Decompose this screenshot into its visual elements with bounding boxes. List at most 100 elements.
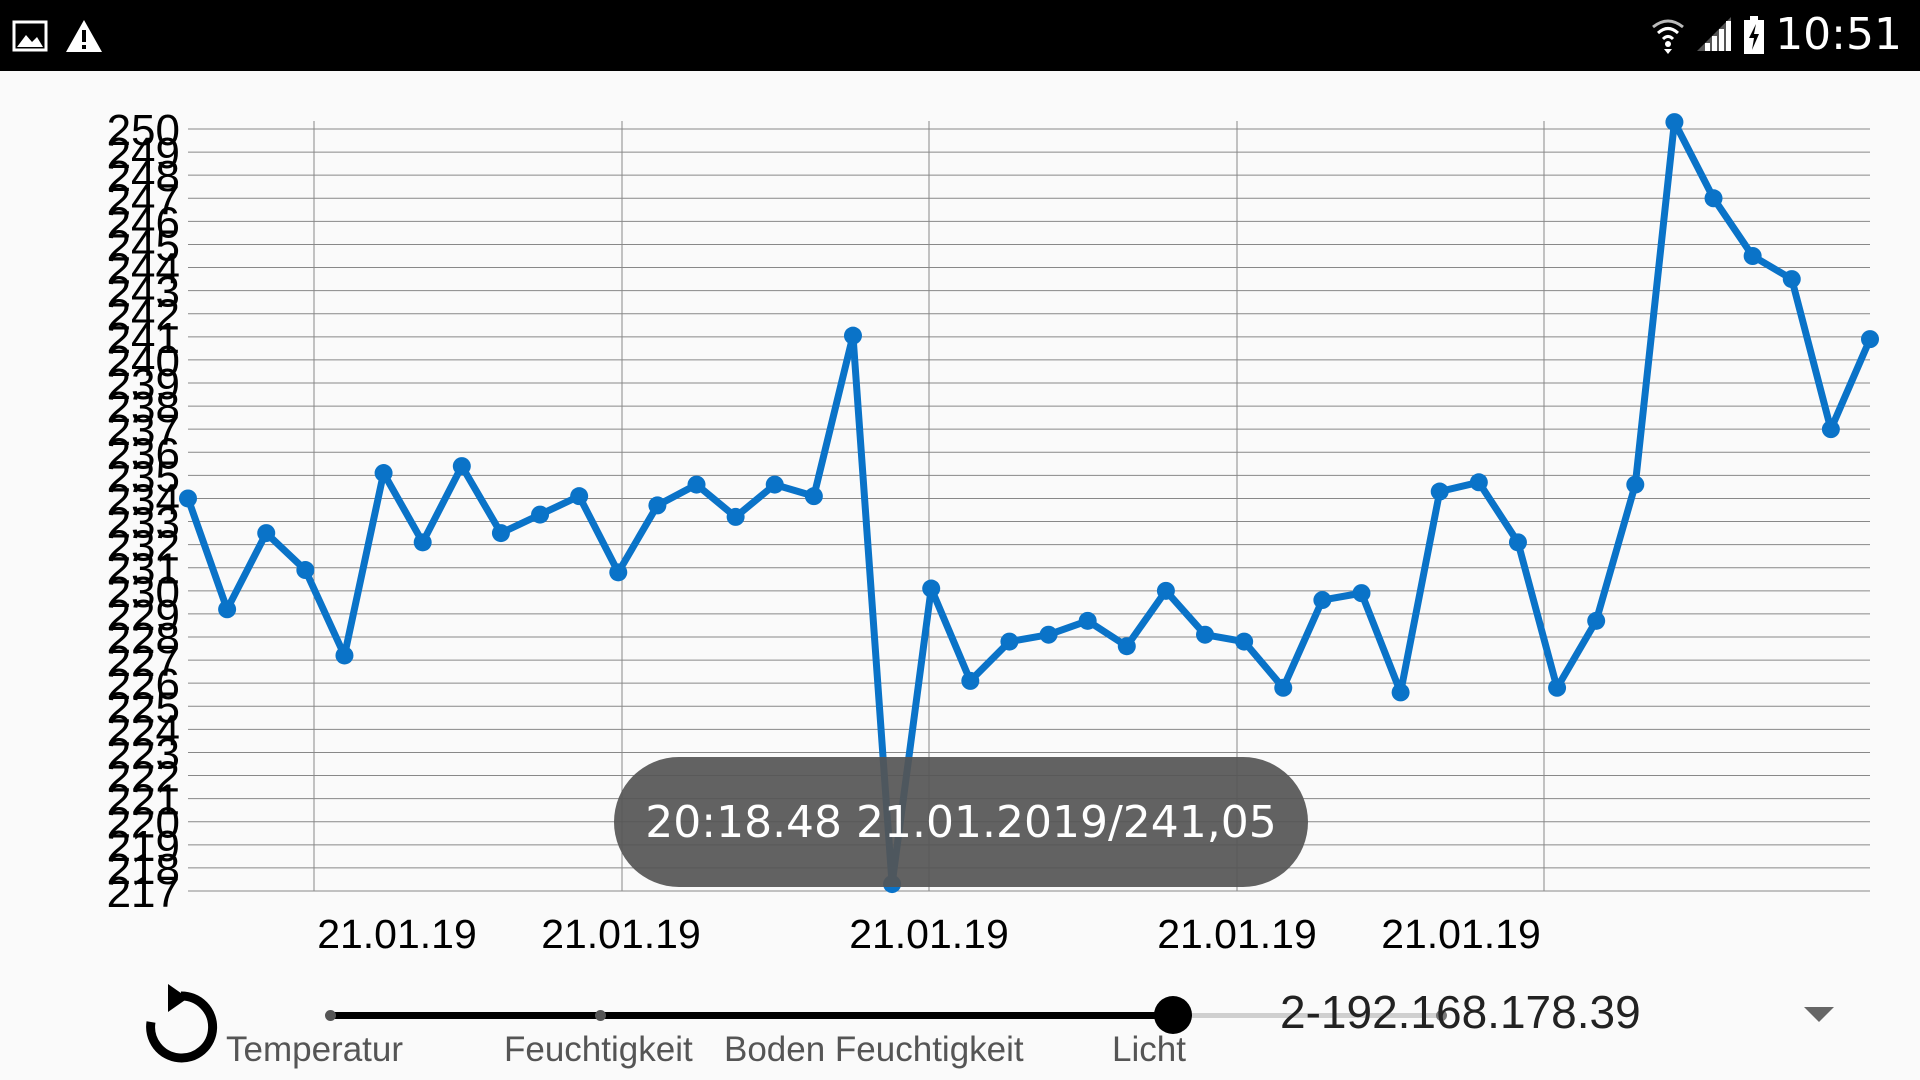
wifi-icon [1652, 19, 1685, 54]
data-point[interactable] [413, 533, 432, 552]
data-point[interactable] [765, 475, 784, 494]
data-point[interactable] [843, 326, 862, 345]
y-tick-label: 227 [107, 637, 180, 686]
data-point[interactable] [491, 524, 510, 543]
data-point[interactable] [296, 561, 315, 580]
dropdown-arrow-icon[interactable] [1804, 1007, 1834, 1022]
device-select-value: 2-192.168.178.39 [1280, 986, 1641, 1038]
slider-label-temperatur[interactable]: Temperatur [226, 1030, 404, 1069]
status-time: 10:51 [1775, 9, 1902, 60]
y-tick-label: 240 [107, 337, 180, 386]
y-tick-label: 245 [107, 221, 180, 270]
series-line [184, 118, 1874, 888]
y-tick-label: 228 [107, 614, 180, 663]
x-tick-label: 21.01.19 [849, 911, 1009, 957]
y-tick-label: 243 [107, 268, 180, 317]
data-point[interactable] [1156, 581, 1175, 600]
data-point[interactable] [1078, 611, 1097, 630]
y-tick-label: 237 [107, 406, 180, 455]
data-point[interactable] [1821, 420, 1840, 439]
data-point[interactable] [531, 505, 550, 524]
refresh-icon[interactable] [138, 984, 224, 1070]
data-point[interactable] [961, 671, 980, 690]
y-tick-label: 229 [107, 591, 180, 640]
data-point[interactable] [1039, 625, 1058, 644]
y-tick-label: 233 [107, 499, 180, 548]
data-point[interactable] [218, 600, 237, 619]
data-point[interactable] [609, 563, 628, 582]
y-tick-label: 248 [107, 152, 180, 201]
slider-track-active [330, 1012, 1172, 1019]
y-tick-label: 220 [107, 799, 180, 848]
y-tick-label: 226 [107, 660, 180, 709]
y-tick-label: 246 [107, 198, 180, 247]
slider-label-licht[interactable]: Licht [1112, 1030, 1186, 1069]
data-point[interactable] [1430, 482, 1449, 501]
sensor-slider[interactable]: Temperatur Feuchtigkeit Boden Feuchtigke… [226, 990, 1447, 1080]
x-tick-label: 21.01.19 [1381, 911, 1541, 957]
data-point[interactable] [1000, 632, 1019, 651]
line-chart[interactable]: 217 218 219 220 221 222 223 224 225 226 227 228 229 2… [0, 71, 1920, 971]
data-point[interactable] [1117, 637, 1136, 656]
data-point[interactable] [648, 496, 667, 515]
data-point[interactable] [452, 457, 471, 476]
data-point[interactable] [1626, 475, 1645, 494]
y-tick-label: 234 [107, 475, 180, 524]
y-tick-label: 232 [107, 522, 180, 571]
data-point[interactable] [1235, 632, 1254, 651]
data-point[interactable] [179, 489, 197, 508]
data-point[interactable] [1587, 611, 1606, 630]
data-point[interactable] [687, 475, 706, 494]
data-point[interactable] [374, 464, 393, 483]
y-tick-label: 247 [107, 175, 180, 224]
data-point[interactable] [335, 646, 354, 665]
data-point[interactable] [1704, 189, 1723, 208]
y-tick-label: 219 [107, 822, 180, 871]
y-tick-label: 225 [107, 683, 180, 732]
data-point[interactable] [1861, 330, 1879, 349]
y-tick-label: 244 [107, 245, 180, 294]
slider-tick-feuchtigkeit[interactable] [595, 1010, 606, 1021]
data-point[interactable] [1743, 247, 1762, 265]
y-tick-label: 223 [107, 729, 180, 778]
warning-icon [66, 20, 102, 52]
data-point[interactable] [1274, 678, 1293, 697]
data-point[interactable] [1313, 591, 1332, 610]
tooltip-text: 20:18.48 21.01.2019/241,05 [645, 796, 1277, 848]
status-bar: 10:51 [0, 0, 1920, 71]
data-point[interactable] [1782, 270, 1801, 289]
slider-tick-temperatur[interactable] [325, 1010, 336, 1021]
data-point[interactable] [1196, 625, 1215, 644]
data-point[interactable] [726, 507, 745, 526]
chart-svg[interactable]: 2172182192202212222232242252262272282292… [0, 71, 1920, 971]
slider-thumb[interactable] [1154, 996, 1192, 1034]
y-tick-label: 230 [107, 568, 180, 617]
data-point[interactable] [1508, 533, 1527, 552]
data-point[interactable] [922, 579, 941, 598]
y-tick-label: 235 [107, 452, 180, 501]
y-tick-label: 231 [107, 545, 180, 594]
y-tick-label: 222 [107, 753, 180, 802]
slider-label-boden-feuchtigkeit[interactable]: Boden Feuchtigkeit [724, 1030, 1024, 1069]
image-icon [12, 20, 48, 52]
data-point[interactable] [1391, 683, 1410, 702]
y-tick-label: 236 [107, 429, 180, 478]
y-tick-label: 221 [107, 776, 180, 825]
y-tick-label: 249 [107, 129, 180, 178]
y-tick-label: 250 [107, 106, 180, 155]
data-point[interactable] [1469, 473, 1488, 492]
y-tick-label: 218 [107, 845, 180, 894]
data-point[interactable] [1352, 584, 1371, 603]
data-point[interactable] [1548, 678, 1567, 697]
x-tick-label: 21.01.19 [1157, 911, 1317, 957]
slider-tick-licht[interactable] [1436, 1010, 1447, 1021]
data-point[interactable] [1665, 113, 1684, 132]
data-point[interactable] [804, 487, 823, 506]
slider-label-feuchtigkeit[interactable]: Feuchtigkeit [504, 1030, 693, 1069]
y-tick-label: 217 [107, 868, 180, 917]
device-select[interactable]: 2-192.168.178.39 [1280, 985, 1840, 1045]
y-tick-label: 239 [107, 360, 180, 409]
signal-icon [1697, 17, 1732, 51]
data-point[interactable] [570, 487, 589, 506]
data-point[interactable] [257, 524, 276, 543]
